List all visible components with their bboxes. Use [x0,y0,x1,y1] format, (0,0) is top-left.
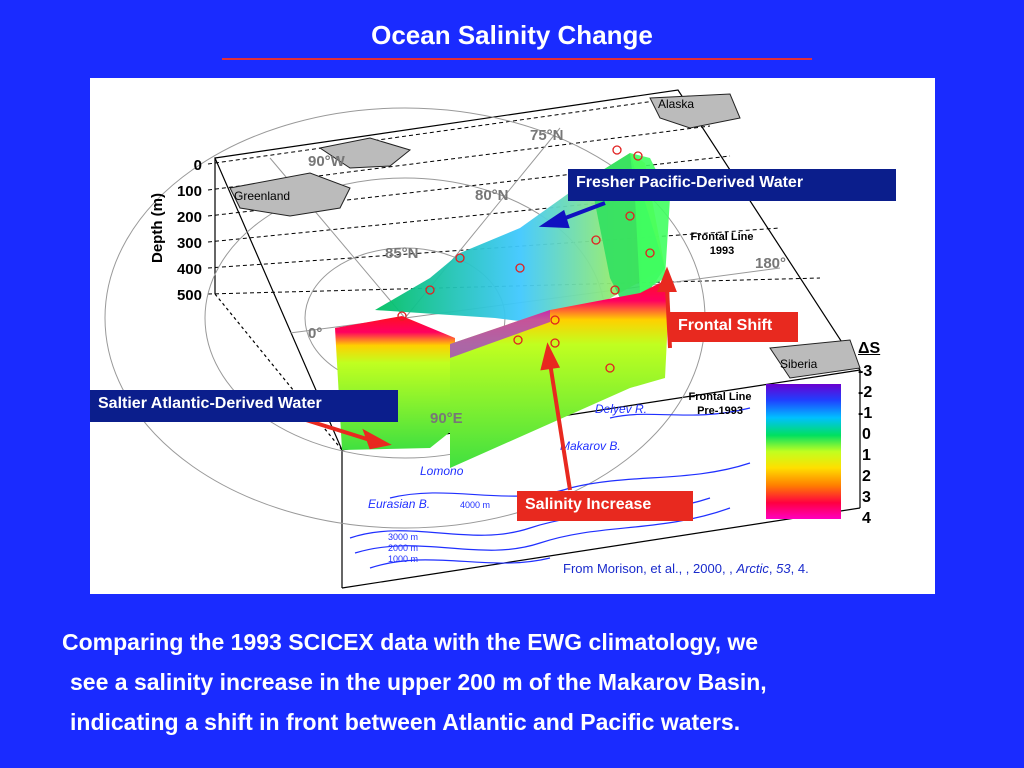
caption-line: Comparing the 1993 SCICEX data with the … [62,629,759,655]
legend-title: ΔS [858,340,881,357]
svg-text:3000 m: 3000 m [388,532,418,542]
svg-text:Frontal Line: Frontal Line [689,391,752,403]
svg-text:Greenland: Greenland [234,189,290,203]
citation: From Morison, et al., , 2000, , Arctic, … [563,561,809,576]
depth-ticks: 0 100 200 300 400 500 [177,157,202,304]
map-labels: Alaska Greenland Siberia 75°N 80°N 85°N … [234,97,818,564]
svg-text:200: 200 [177,209,202,226]
blue-arrow [538,201,606,229]
svg-text:100: 100 [177,183,202,200]
callout-frontal-shift: Frontal Shift [670,312,798,342]
svg-text:2000 m: 2000 m [388,543,418,553]
land [229,93,861,379]
svg-text:Frontal Line: Frontal Line [691,231,754,243]
svg-text:1000 m: 1000 m [388,554,418,564]
atlantic-section [335,316,455,450]
svg-text:Eurasian B.: Eurasian B. [368,497,430,511]
slide-caption: Comparing the 1993 SCICEX data with the … [62,622,962,742]
svg-text:75°N: 75°N [530,127,564,144]
svg-text:Lomono: Lomono [420,464,464,478]
svg-text:Siberia: Siberia [780,357,818,371]
svg-text:Delyev R.: Delyev R. [595,402,647,416]
figure-graphic: Depth (m) 0 100 200 300 400 500 Alaska G… [104,89,862,589]
slide-title: Ocean Salinity Change [371,20,653,50]
svg-text:0: 0 [194,157,202,174]
svg-text:Alaska: Alaska [658,97,694,111]
svg-text:0°: 0° [308,325,322,342]
salinity-figure: Depth (m) 0 100 200 300 400 500 Alaska G… [90,78,935,594]
svg-text:300: 300 [177,235,202,252]
svg-text:4000 m: 4000 m [460,500,490,510]
svg-text:90°W: 90°W [308,153,346,170]
caption-line: indicating a shift in front between Atla… [70,709,741,735]
callout-salinity-increase: Salinity Increase [517,491,693,521]
depth-axis-label: Depth (m) [149,193,166,263]
svg-text:Pre-1993: Pre-1993 [697,405,743,417]
svg-text:85°N: 85°N [385,245,419,262]
frontal-line-labels: Frontal Line 1993 Frontal Line Pre-1993 [689,231,754,417]
legend-colorbar [766,384,841,519]
svg-text:Makarov B.: Makarov B. [560,439,621,453]
callout-atlantic: Saltier Atlantic-Derived Water [90,390,398,422]
caption-line: see a salinity increase in the upper 200… [70,669,767,695]
svg-text:400: 400 [177,261,202,278]
box-frame [214,89,862,589]
svg-text:80°N: 80°N [475,187,509,204]
callout-pacific: Fresher Pacific-Derived Water [568,169,896,201]
svg-text:500: 500 [177,287,202,304]
svg-text:180°: 180° [755,255,786,272]
svg-text:1993: 1993 [710,245,734,257]
svg-text:90°E: 90°E [430,410,463,427]
title-underline [222,58,812,60]
